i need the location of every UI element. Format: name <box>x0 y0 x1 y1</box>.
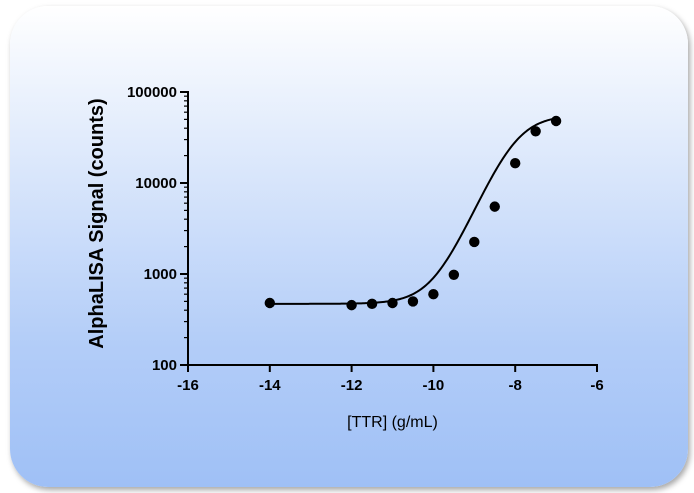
chart-panel <box>10 6 688 487</box>
y-tick-label: 100 <box>152 357 177 374</box>
data-point <box>489 201 500 212</box>
x-tick-label: -6 <box>590 377 603 394</box>
axes <box>187 91 598 366</box>
data-point <box>550 115 562 127</box>
y-tick-label: 1000 <box>144 266 177 283</box>
data-point <box>346 299 357 311</box>
data-point <box>469 236 480 248</box>
x-ticks: -16 -14 -12 -10 -8 -6 <box>177 365 604 394</box>
fit-curve <box>269 117 557 305</box>
x-tick-label: -14 <box>259 377 281 394</box>
x-tick-label: -8 <box>509 377 522 394</box>
data-point <box>510 158 521 169</box>
y-axis-title: AlphaLISA Signal (counts) <box>86 98 108 348</box>
data-points <box>264 115 562 311</box>
data-point <box>530 126 541 137</box>
data-point <box>264 297 275 309</box>
x-axis-title: [TTR] (g/mL) <box>347 414 438 431</box>
x-tick-label: -12 <box>341 377 363 394</box>
x-tick-label: -16 <box>177 377 199 394</box>
data-point <box>387 297 398 309</box>
data-point <box>366 298 378 310</box>
y-ticks: 100 1000 10000 100000 <box>127 84 188 374</box>
data-point <box>428 288 439 300</box>
data-point <box>407 296 419 307</box>
x-tick-label: -10 <box>423 377 445 394</box>
y-tick-label: 100000 <box>127 84 177 101</box>
data-point <box>448 269 460 280</box>
y-tick-label: 10000 <box>135 175 177 192</box>
